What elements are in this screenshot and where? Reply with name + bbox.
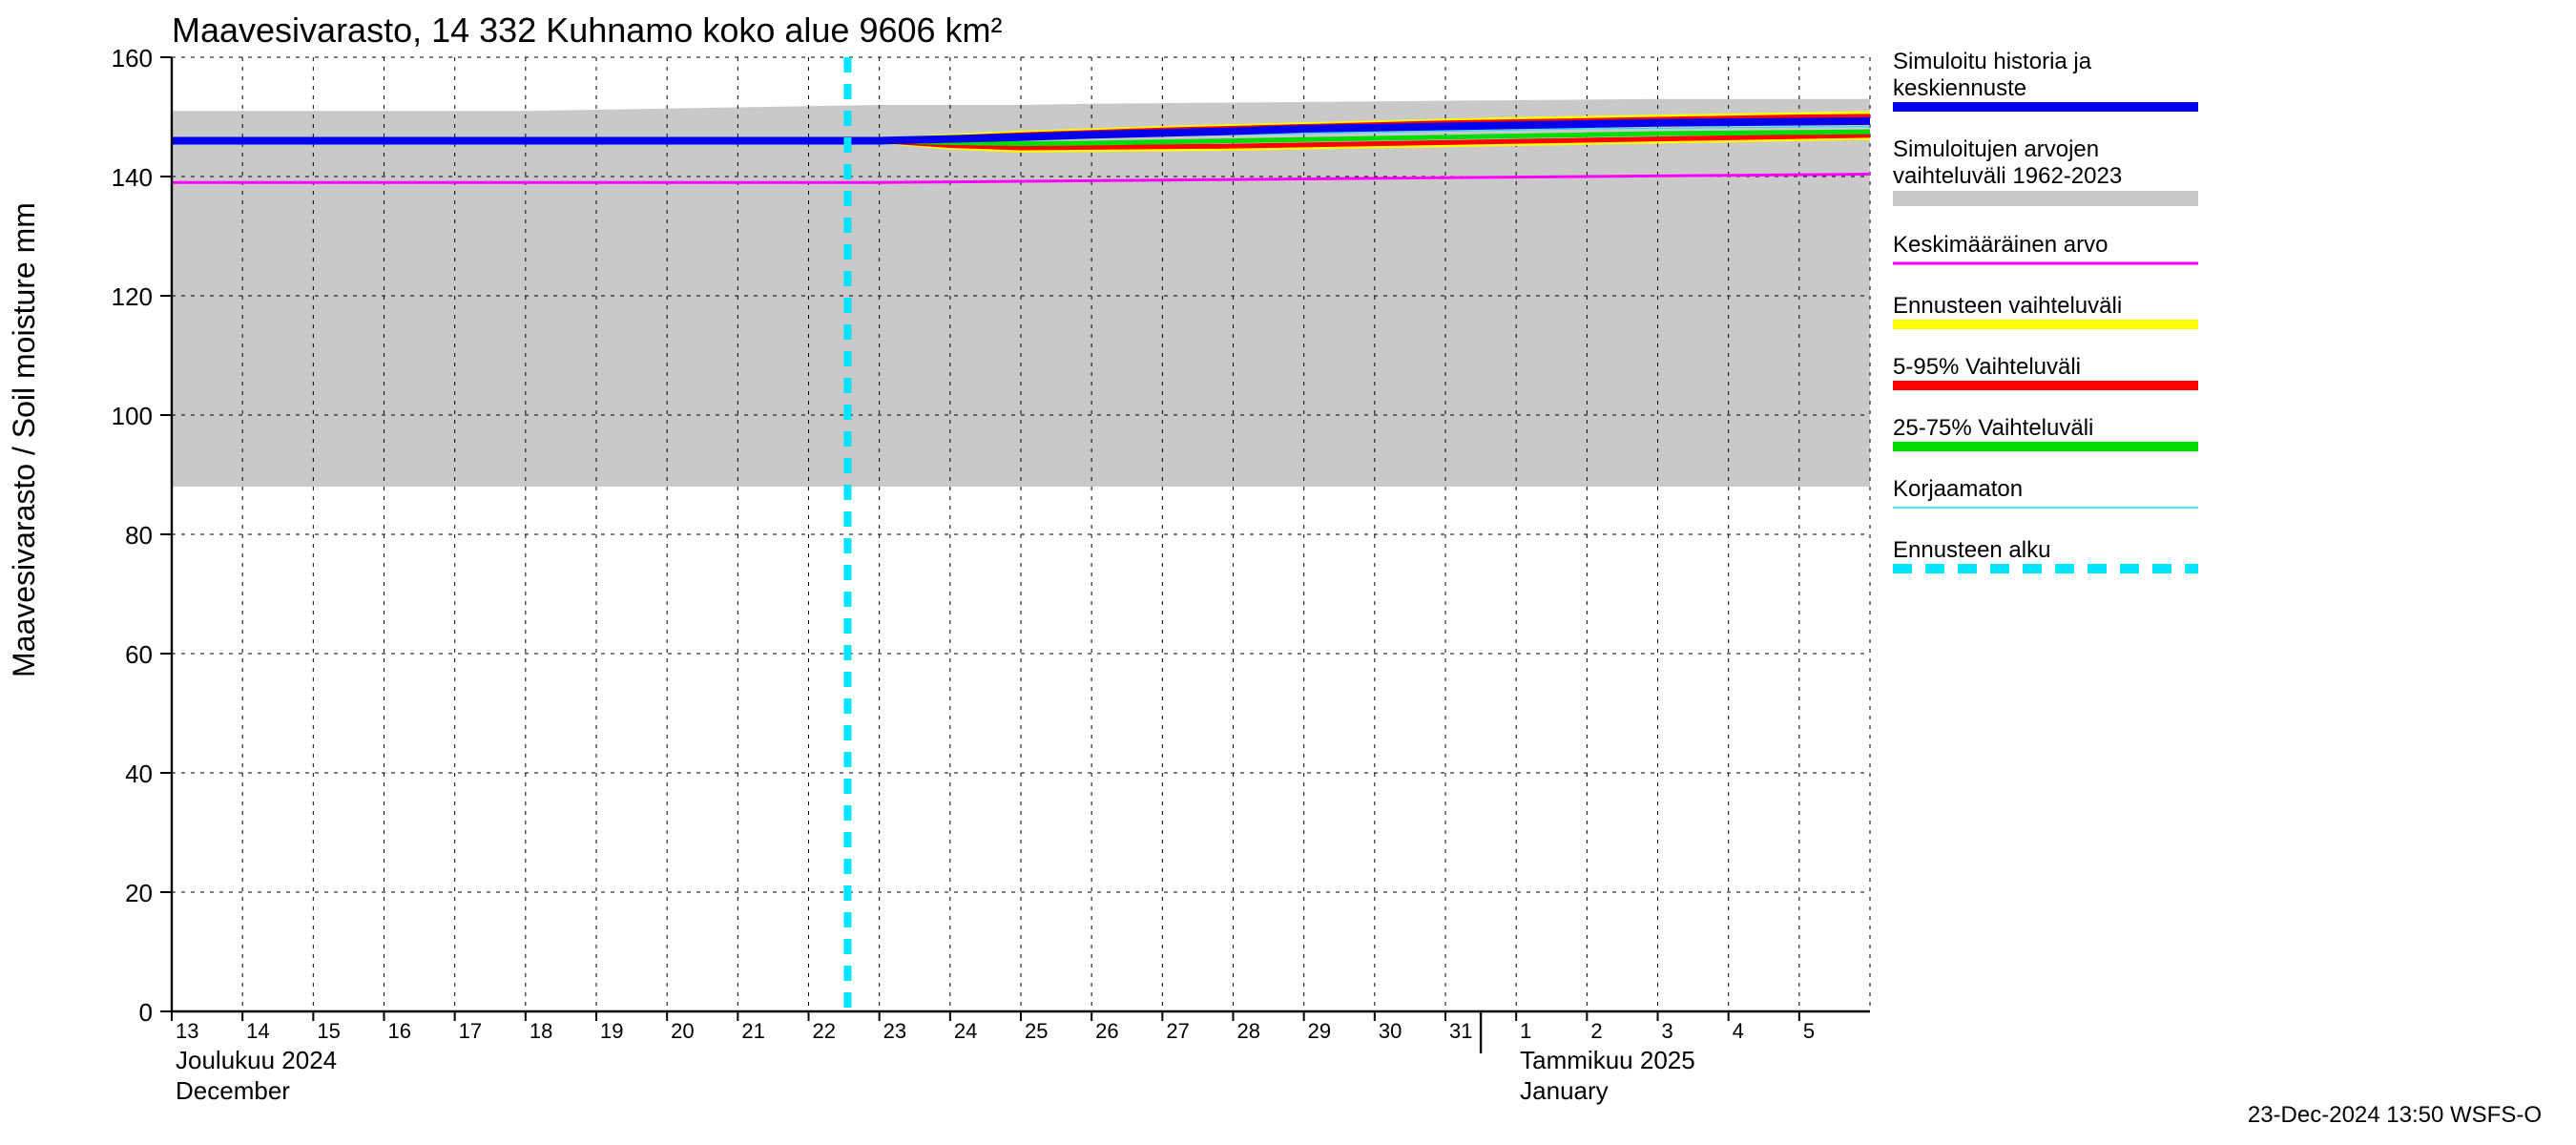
- y-tick-label: 120: [112, 282, 153, 311]
- x-tick-label: 15: [317, 1019, 340, 1043]
- y-tick-label: 100: [112, 402, 153, 430]
- x-tick-label: 5: [1803, 1019, 1815, 1043]
- x-tick-label: 22: [813, 1019, 836, 1043]
- x-tick-label: 20: [671, 1019, 694, 1043]
- y-tick-label: 0: [139, 998, 153, 1027]
- x-tick-label: 13: [176, 1019, 198, 1043]
- y-tick-label: 60: [125, 640, 153, 669]
- month-left-line2: December: [176, 1076, 290, 1105]
- legend-swatch-grey: [1893, 191, 2198, 206]
- x-tick-label: 19: [600, 1019, 623, 1043]
- x-tick-label: 14: [246, 1019, 269, 1043]
- x-tick-label: 23: [883, 1019, 906, 1043]
- x-tick-label: 3: [1662, 1019, 1673, 1043]
- x-tick-label: 24: [954, 1019, 977, 1043]
- x-tick-label: 28: [1237, 1019, 1260, 1043]
- x-tick-label: 31: [1449, 1019, 1472, 1043]
- y-tick-label: 40: [125, 760, 153, 788]
- x-tick-label: 25: [1025, 1019, 1048, 1043]
- chart-root: Maavesivarasto, 14 332 Kuhnamo koko alue…: [0, 0, 2576, 1145]
- y-tick-label: 80: [125, 521, 153, 550]
- x-tick-label: 21: [741, 1019, 764, 1043]
- legend-label-grey: Simuloitujen arvojen: [1893, 136, 2099, 162]
- x-tick-label: 1: [1520, 1019, 1531, 1043]
- legend-label-yellow: Ennusteen vaihteluväli: [1893, 293, 2122, 319]
- legend-label-cyandash: Ennusteen alku: [1893, 537, 2050, 563]
- legend-label-red: 5-95% Vaihteluväli: [1893, 354, 2081, 380]
- legend-label-blue: Simuloitu historia ja: [1893, 49, 2092, 74]
- chart-title: Maavesivarasto, 14 332 Kuhnamo koko alue…: [172, 10, 1003, 50]
- x-tick-label: 18: [530, 1019, 552, 1043]
- y-tick-label: 160: [112, 44, 153, 73]
- month-right-line1: Tammikuu 2025: [1520, 1046, 1695, 1074]
- y-tick-label: 140: [112, 163, 153, 192]
- x-tick-label: 26: [1095, 1019, 1118, 1043]
- legend-label-green: 25-75% Vaihteluväli: [1893, 415, 2093, 441]
- legend-label-grey: vaihteluväli 1962-2023: [1893, 163, 2122, 189]
- month-left-line1: Joulukuu 2024: [176, 1046, 337, 1074]
- plot-area: 0204060801001201401601314151617181920212…: [112, 44, 2542, 1128]
- y-axis-label: Maavesivarasto / Soil moisture mm: [7, 202, 41, 677]
- y-tick-label: 20: [125, 879, 153, 907]
- x-tick-label: 2: [1590, 1019, 1602, 1043]
- legend-label-cyanthin: Korjaamaton: [1893, 476, 2023, 502]
- x-tick-label: 27: [1166, 1019, 1189, 1043]
- x-tick-label: 16: [388, 1019, 411, 1043]
- x-tick-label: 17: [459, 1019, 482, 1043]
- timestamp-text: 23-Dec-2024 13:50 WSFS-O: [2248, 1102, 2542, 1128]
- historical-range-band: [172, 99, 1870, 487]
- x-tick-label: 4: [1733, 1019, 1744, 1043]
- chart-svg: Maavesivarasto, 14 332 Kuhnamo koko alue…: [0, 0, 2576, 1145]
- legend-label-magenta: Keskimääräinen arvo: [1893, 232, 2108, 258]
- x-tick-label: 30: [1379, 1019, 1402, 1043]
- month-right-line2: January: [1520, 1076, 1609, 1105]
- legend-label-blue: keskiennuste: [1893, 75, 2026, 101]
- x-tick-label: 29: [1308, 1019, 1331, 1043]
